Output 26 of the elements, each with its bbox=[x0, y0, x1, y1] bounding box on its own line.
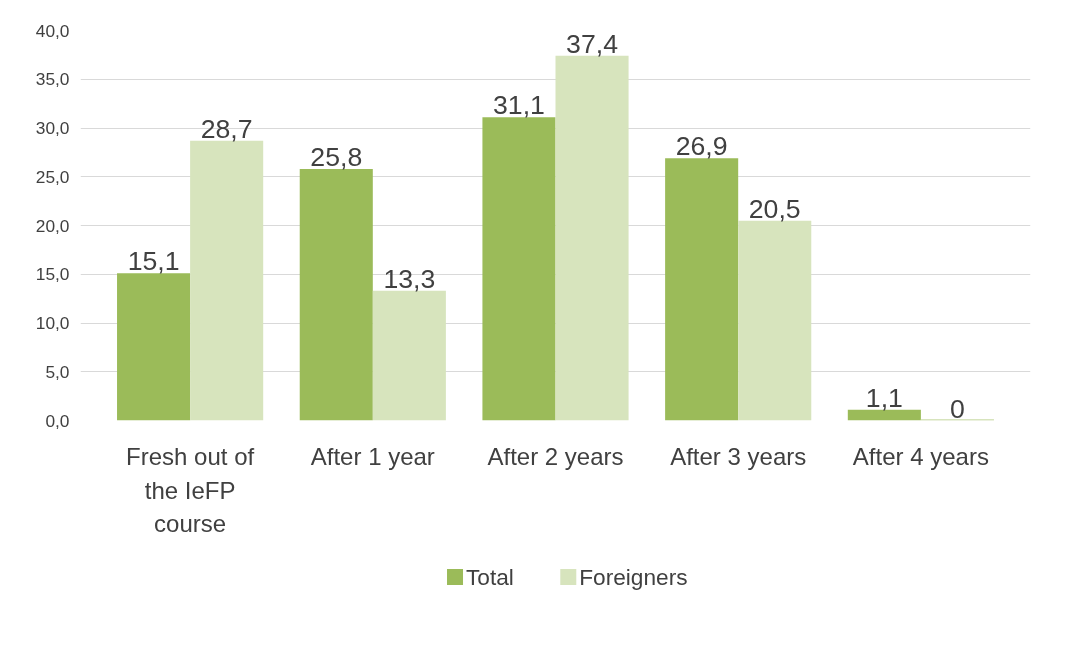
x-tick-label: Fresh out of the IeFP course bbox=[126, 442, 255, 538]
x-tick-label: After 1 year bbox=[310, 442, 435, 470]
data-label: 13,3 bbox=[383, 263, 436, 294]
y-tick-label: 5,0 bbox=[45, 361, 70, 382]
y-tick-label: 20,0 bbox=[35, 215, 70, 236]
data-label: 26,9 bbox=[675, 131, 728, 162]
data-label: 25,8 bbox=[310, 141, 363, 172]
data-label: 20,5 bbox=[748, 193, 801, 224]
data-label: 15,1 bbox=[127, 246, 180, 277]
y-tick-label: 30,0 bbox=[35, 118, 70, 138]
y-tick-label: 10,0 bbox=[35, 313, 70, 333]
y-tick-label: 35,0 bbox=[35, 69, 70, 90]
data-label: 1,1 bbox=[865, 382, 903, 413]
y-tick-label: 40,0 bbox=[35, 20, 70, 41]
legend-label: Foreigners bbox=[579, 564, 688, 590]
y-tick-label: 25,0 bbox=[35, 166, 70, 187]
data-label: 31,1 bbox=[493, 90, 545, 121]
legend-label: Total bbox=[465, 564, 514, 590]
x-tick-label: After 3 years bbox=[670, 442, 807, 470]
x-tick-label: After 2 years bbox=[487, 442, 624, 470]
y-tick-label: 0,0 bbox=[45, 410, 70, 431]
y-tick-label: 15,0 bbox=[35, 264, 70, 285]
data-label: 0 bbox=[950, 393, 965, 424]
x-tick-label: After 4 years bbox=[852, 442, 989, 470]
data-label: 37,4 bbox=[566, 28, 619, 59]
data-label: 28,7 bbox=[200, 113, 253, 144]
